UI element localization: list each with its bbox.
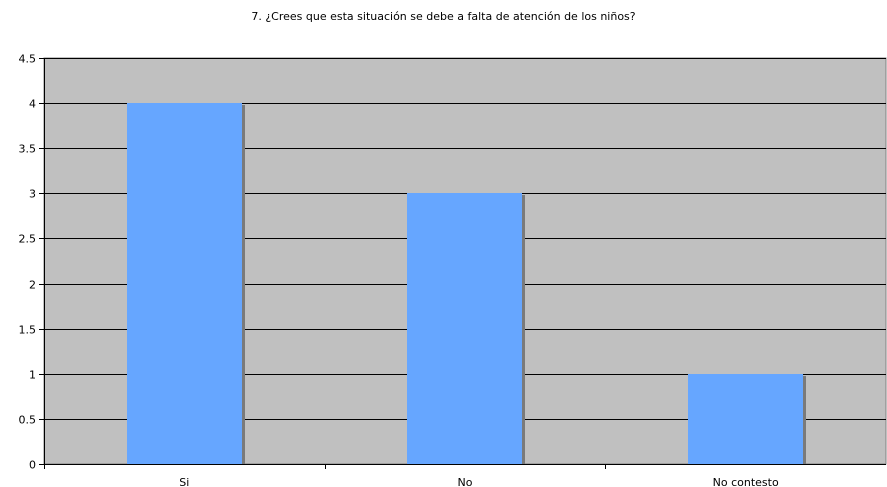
x-tick-label: Si — [179, 476, 189, 487]
bar-no — [407, 193, 522, 464]
y-tick-label: 2 — [29, 279, 36, 292]
axes: 0 0.5 1 1.5 2 2.5 3 3.5 4 4.5 Si No No contesto — [19, 53, 886, 487]
y-tick-label: 1.5 — [19, 324, 37, 337]
x-tick-label: No contesto — [713, 476, 779, 487]
y-tick-label: 3.5 — [19, 143, 37, 156]
bar-no-contesto — [688, 374, 803, 464]
x-tick-label: No — [458, 476, 473, 487]
y-tick-label: 1 — [29, 369, 36, 382]
y-tick-label: 4 — [29, 98, 36, 111]
bars — [127, 103, 806, 464]
y-tick-label: 4.5 — [19, 53, 37, 66]
y-tick-label: 0 — [29, 459, 36, 472]
chart-title: 7. ¿Crees que esta situación se debe a f… — [251, 10, 636, 23]
y-tick-label: 2.5 — [19, 233, 37, 246]
y-tick-label: 3 — [29, 188, 36, 201]
y-tick-label: 0.5 — [19, 414, 37, 427]
bar-si — [127, 103, 242, 464]
